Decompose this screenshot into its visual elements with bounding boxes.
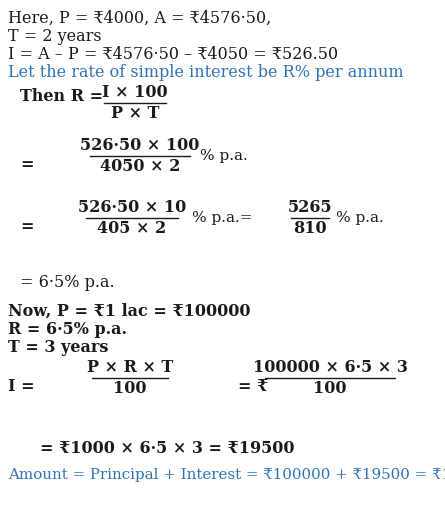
Text: P × T: P × T: [111, 105, 159, 122]
Text: R = 6·5% p.a.: R = 6·5% p.a.: [8, 321, 127, 338]
Text: Now, P = ₹1 lac = ₹100000: Now, P = ₹1 lac = ₹100000: [8, 303, 251, 320]
Text: =: =: [20, 218, 33, 235]
Text: T = 3 years: T = 3 years: [8, 339, 109, 356]
Text: = 6·5% p.a.: = 6·5% p.a.: [20, 274, 115, 291]
Text: = ₹: = ₹: [238, 378, 268, 395]
Text: Let the rate of simple interest be R% per annum: Let the rate of simple interest be R% pe…: [8, 64, 404, 81]
Text: % p.a.: % p.a.: [336, 211, 384, 225]
Text: 5265: 5265: [287, 199, 332, 216]
Text: 405 × 2: 405 × 2: [97, 220, 166, 237]
Text: = ₹1000 × 6·5 × 3 = ₹19500: = ₹1000 × 6·5 × 3 = ₹19500: [40, 440, 295, 457]
Text: % p.a.: % p.a.: [200, 149, 248, 163]
Text: P × R × T: P × R × T: [87, 359, 173, 376]
Text: Amount = Principal + Interest = ₹100000 + ₹19500 = ₹119500: Amount = Principal + Interest = ₹100000 …: [8, 468, 445, 482]
Text: 100: 100: [313, 380, 347, 397]
Text: 810: 810: [293, 220, 327, 237]
Text: =: =: [20, 156, 33, 173]
Text: I =: I =: [8, 378, 35, 395]
Text: 4050 × 2: 4050 × 2: [100, 158, 180, 175]
Text: 526·50 × 10: 526·50 × 10: [78, 199, 186, 216]
Text: 100: 100: [113, 380, 147, 397]
Text: 100000 × 6·5 × 3: 100000 × 6·5 × 3: [253, 359, 408, 376]
Text: % p.a.=: % p.a.=: [192, 211, 252, 225]
Text: Here, P = ₹4000, A = ₹4576·50,: Here, P = ₹4000, A = ₹4576·50,: [8, 10, 271, 27]
Text: Then R =: Then R =: [20, 88, 103, 105]
Text: 526·50 × 100: 526·50 × 100: [80, 137, 200, 154]
Text: T = 2 years: T = 2 years: [8, 28, 101, 45]
Text: I × 100: I × 100: [102, 84, 168, 101]
Text: I = A – P = ₹4576·50 – ₹4050 = ₹526.50: I = A – P = ₹4576·50 – ₹4050 = ₹526.50: [8, 46, 338, 63]
